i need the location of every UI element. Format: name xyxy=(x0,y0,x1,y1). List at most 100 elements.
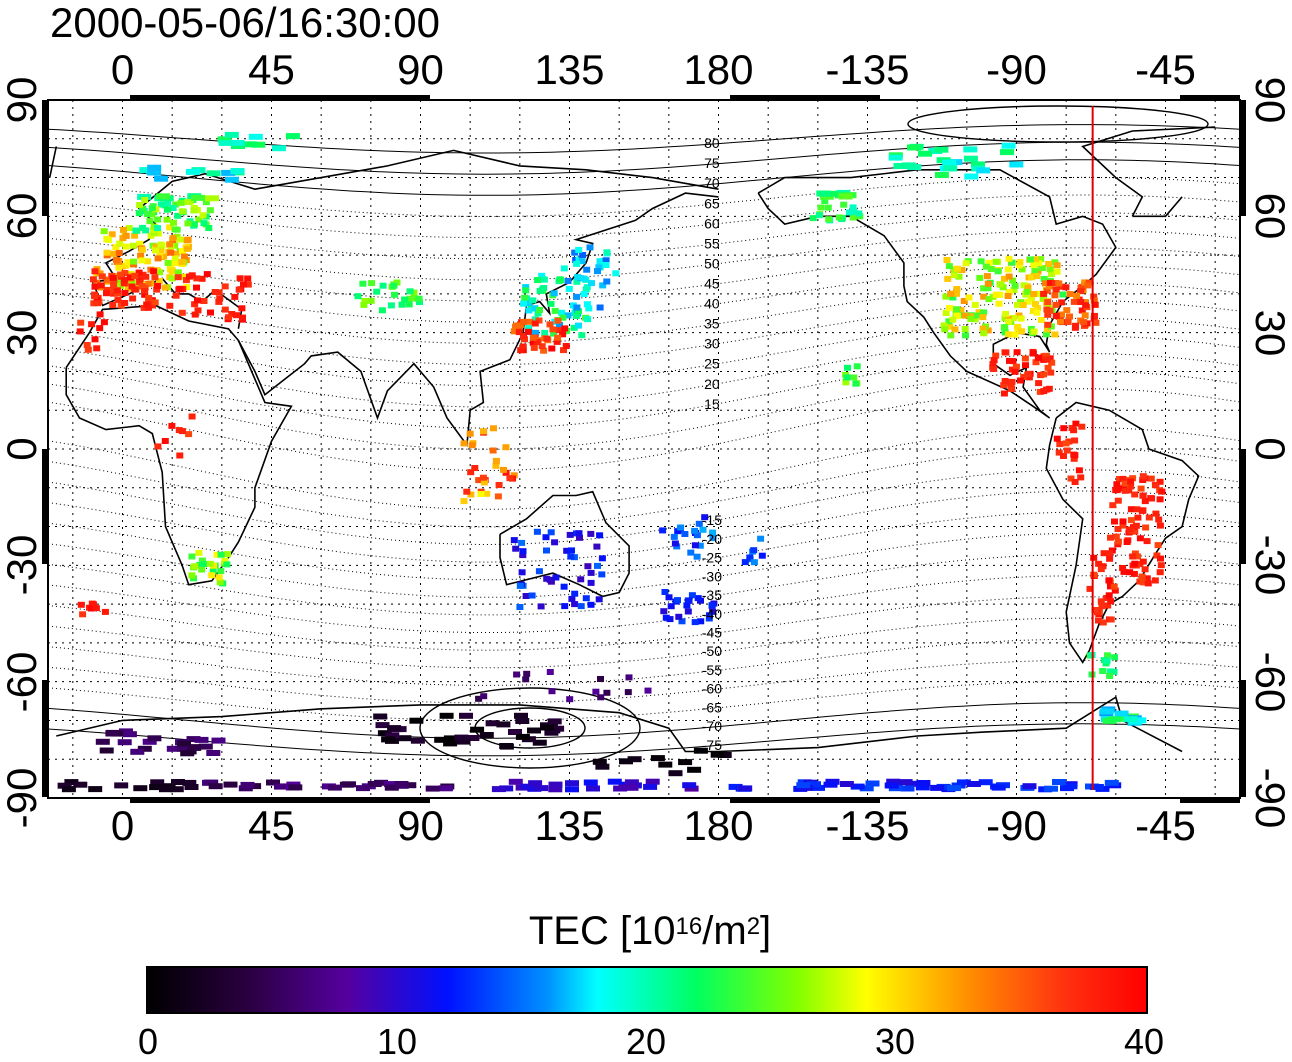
tec-cell xyxy=(573,260,581,267)
tec-cell xyxy=(1012,363,1020,370)
tec-cell xyxy=(624,784,639,791)
tec-cell xyxy=(206,207,214,214)
coastline-segment xyxy=(499,490,630,598)
tec-cell xyxy=(154,230,162,237)
tec-cell xyxy=(128,280,136,287)
tec-cell xyxy=(624,689,632,696)
tec-cell xyxy=(1138,573,1146,580)
tec-cell xyxy=(984,285,992,292)
tec-cell xyxy=(492,462,500,469)
tec-cell xyxy=(1044,311,1052,318)
tec-cell xyxy=(499,743,514,749)
tec-cell xyxy=(172,201,180,208)
tec-cell xyxy=(602,257,610,264)
tec-cell xyxy=(1064,319,1072,325)
tec-cell xyxy=(385,732,400,739)
tec-cell xyxy=(142,227,150,234)
tec-cell xyxy=(157,247,165,254)
tec-cell xyxy=(528,592,536,599)
tec-cell xyxy=(900,785,915,792)
tec-cell xyxy=(510,537,518,544)
tec-cell xyxy=(506,475,514,482)
tec-cell xyxy=(191,563,199,570)
tec-cell xyxy=(1027,295,1035,302)
contour-label: 25 xyxy=(704,356,720,372)
tec-cell xyxy=(285,133,300,140)
tec-cell xyxy=(204,779,219,786)
tec-cell xyxy=(1059,291,1067,298)
tec-cell xyxy=(387,302,395,309)
tec-cell xyxy=(1154,542,1162,549)
tec-cell xyxy=(1098,603,1106,610)
tec-cell xyxy=(239,314,246,321)
tec-cell xyxy=(983,273,991,280)
tec-cell xyxy=(1111,518,1118,525)
tec-cell xyxy=(120,276,128,283)
tec-cell xyxy=(603,249,611,256)
tec-cell xyxy=(597,694,605,701)
lon-tick-top: -135 xyxy=(825,46,910,93)
tec-cell xyxy=(221,169,236,176)
tec-cell xyxy=(955,273,963,280)
tec-cell xyxy=(1073,292,1081,299)
tec-cell xyxy=(728,783,743,790)
contour-line xyxy=(47,159,1241,196)
frame-bar-right xyxy=(1240,449,1246,564)
tec-cell xyxy=(1082,302,1090,309)
tec-cell xyxy=(991,784,1006,791)
tec-cell xyxy=(945,318,953,325)
tec-cell xyxy=(682,782,697,789)
tec-cell xyxy=(167,249,175,256)
tec-cell xyxy=(215,289,223,296)
contour-label: 20 xyxy=(704,376,720,392)
tec-cell xyxy=(1034,305,1041,312)
tec-cell xyxy=(693,532,701,539)
tec-cell xyxy=(558,309,566,316)
frame-bar-top xyxy=(130,95,430,101)
tec-cell xyxy=(596,304,604,311)
tec-cell xyxy=(1147,475,1155,482)
tec-cell xyxy=(1097,598,1105,605)
tec-cell xyxy=(1005,289,1013,296)
lon-tick-top: 45 xyxy=(248,46,295,93)
contour-line xyxy=(47,282,1241,345)
tec-cell xyxy=(524,328,532,335)
tec-cell xyxy=(1090,571,1098,578)
tec-cell xyxy=(1111,587,1119,594)
tec-cell xyxy=(1155,516,1163,523)
tec-cell xyxy=(164,206,171,213)
tec-cell xyxy=(522,287,530,294)
tec-cell xyxy=(180,750,195,757)
tec-cell xyxy=(73,781,88,788)
tec-cell xyxy=(1143,538,1151,545)
tec-cell xyxy=(839,781,854,787)
tec-cell xyxy=(865,780,880,787)
tec-cell xyxy=(88,786,103,793)
contour-label: -70 xyxy=(702,718,722,734)
tec-cell xyxy=(1017,315,1025,322)
tec-cell xyxy=(198,275,206,282)
tec-cell xyxy=(1048,271,1055,278)
tec-cell xyxy=(221,283,229,290)
tec-cell xyxy=(157,201,165,208)
tec-cell xyxy=(994,268,1002,275)
tec-cell xyxy=(846,209,853,216)
tec-cell xyxy=(136,279,144,286)
colorbar-tick: 10 xyxy=(376,1021,418,1062)
tec-cell xyxy=(940,322,948,329)
tec-cell xyxy=(215,298,223,305)
tec-cell xyxy=(947,332,955,339)
tec-cell xyxy=(942,159,957,166)
tec-cell xyxy=(468,442,476,449)
tec-cell xyxy=(115,264,123,271)
lat-tick-left: -90 xyxy=(0,767,45,829)
tec-cell xyxy=(915,784,930,791)
tec-cell xyxy=(956,779,971,786)
tec-cell xyxy=(221,557,229,564)
tec-cell xyxy=(1044,321,1052,328)
tec-cell xyxy=(853,363,861,370)
tec-cell xyxy=(242,141,257,148)
tec-cell xyxy=(1043,306,1051,313)
tec-cell xyxy=(538,343,546,350)
